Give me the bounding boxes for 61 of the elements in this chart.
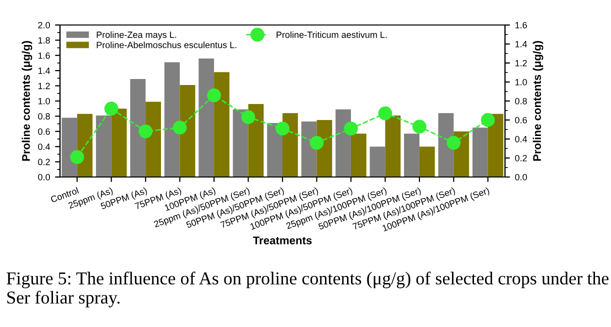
y2-tick-label: 0.0 xyxy=(515,174,527,180)
point xyxy=(241,110,256,124)
y-tick-label: 2.0 xyxy=(38,22,50,28)
y2-tick-label: 1.6 xyxy=(515,22,527,28)
bar xyxy=(130,78,146,177)
y-tick-label: 0.2 xyxy=(38,158,50,166)
y-tick-label: 0.0 xyxy=(38,174,50,180)
y2-tick-label: 0.6 xyxy=(515,116,527,124)
bar xyxy=(419,146,435,177)
bar xyxy=(316,120,332,177)
point xyxy=(310,136,324,150)
bar xyxy=(111,108,127,177)
y-tick-label: 0.8 xyxy=(38,113,50,120)
bar xyxy=(336,109,351,177)
bar xyxy=(146,102,161,177)
bar xyxy=(267,123,282,177)
bar xyxy=(232,109,248,177)
bar xyxy=(164,62,180,177)
y-axis-title: Proline contents (μg/g) xyxy=(22,41,32,161)
point xyxy=(480,113,495,127)
bar xyxy=(488,114,504,177)
point xyxy=(172,120,187,135)
bar xyxy=(350,134,366,177)
y2-tick-label: 1.2 xyxy=(515,60,527,66)
bar xyxy=(180,85,196,177)
bar xyxy=(404,134,420,177)
y-tick-label: 1.4 xyxy=(38,68,50,74)
bar xyxy=(472,128,488,177)
bar xyxy=(370,146,386,177)
y-tick-label: 1.8 xyxy=(38,37,50,44)
y2-axis-title: Proline contents (μg/g) xyxy=(532,41,544,161)
y2-tick-label: 0.2 xyxy=(515,154,527,162)
x-axis-title: Treatments xyxy=(252,236,312,244)
y2-tick-label: 0.4 xyxy=(515,136,528,142)
bar xyxy=(62,118,78,177)
bar xyxy=(214,72,230,177)
y-tick-label: 1.6 xyxy=(38,52,50,59)
y-tick-label: 1.2 xyxy=(38,82,50,90)
point xyxy=(412,120,426,134)
caption: Figure 5: The influence of As on proline contents (μg/g) of selected crops under the Ser foliar spray. xyxy=(6,272,609,308)
bar xyxy=(282,113,298,177)
y-tick-label: 0.6 xyxy=(38,128,50,135)
y2-tick-label: 0.8 xyxy=(515,98,527,104)
point xyxy=(344,122,358,136)
y2-tick-label: 1.4 xyxy=(515,41,528,48)
bar xyxy=(96,115,112,177)
point xyxy=(70,150,84,164)
point xyxy=(138,124,153,138)
point xyxy=(104,102,118,116)
point xyxy=(276,122,290,136)
point xyxy=(207,88,221,102)
legend-label: Proline-Abelmoschus esculentus L. xyxy=(96,42,236,48)
point xyxy=(378,106,392,120)
y-tick-label: 1.0 xyxy=(38,98,50,104)
bar xyxy=(385,115,401,177)
point xyxy=(446,136,461,150)
bar xyxy=(198,58,214,177)
legend-label: Proline-Zea mays L. xyxy=(96,31,176,40)
legend-label: Proline-Triticum aestivum L. xyxy=(276,31,387,38)
y2-tick-label: 1.0 xyxy=(515,78,527,86)
y-tick-label: 0.4 xyxy=(38,144,50,150)
